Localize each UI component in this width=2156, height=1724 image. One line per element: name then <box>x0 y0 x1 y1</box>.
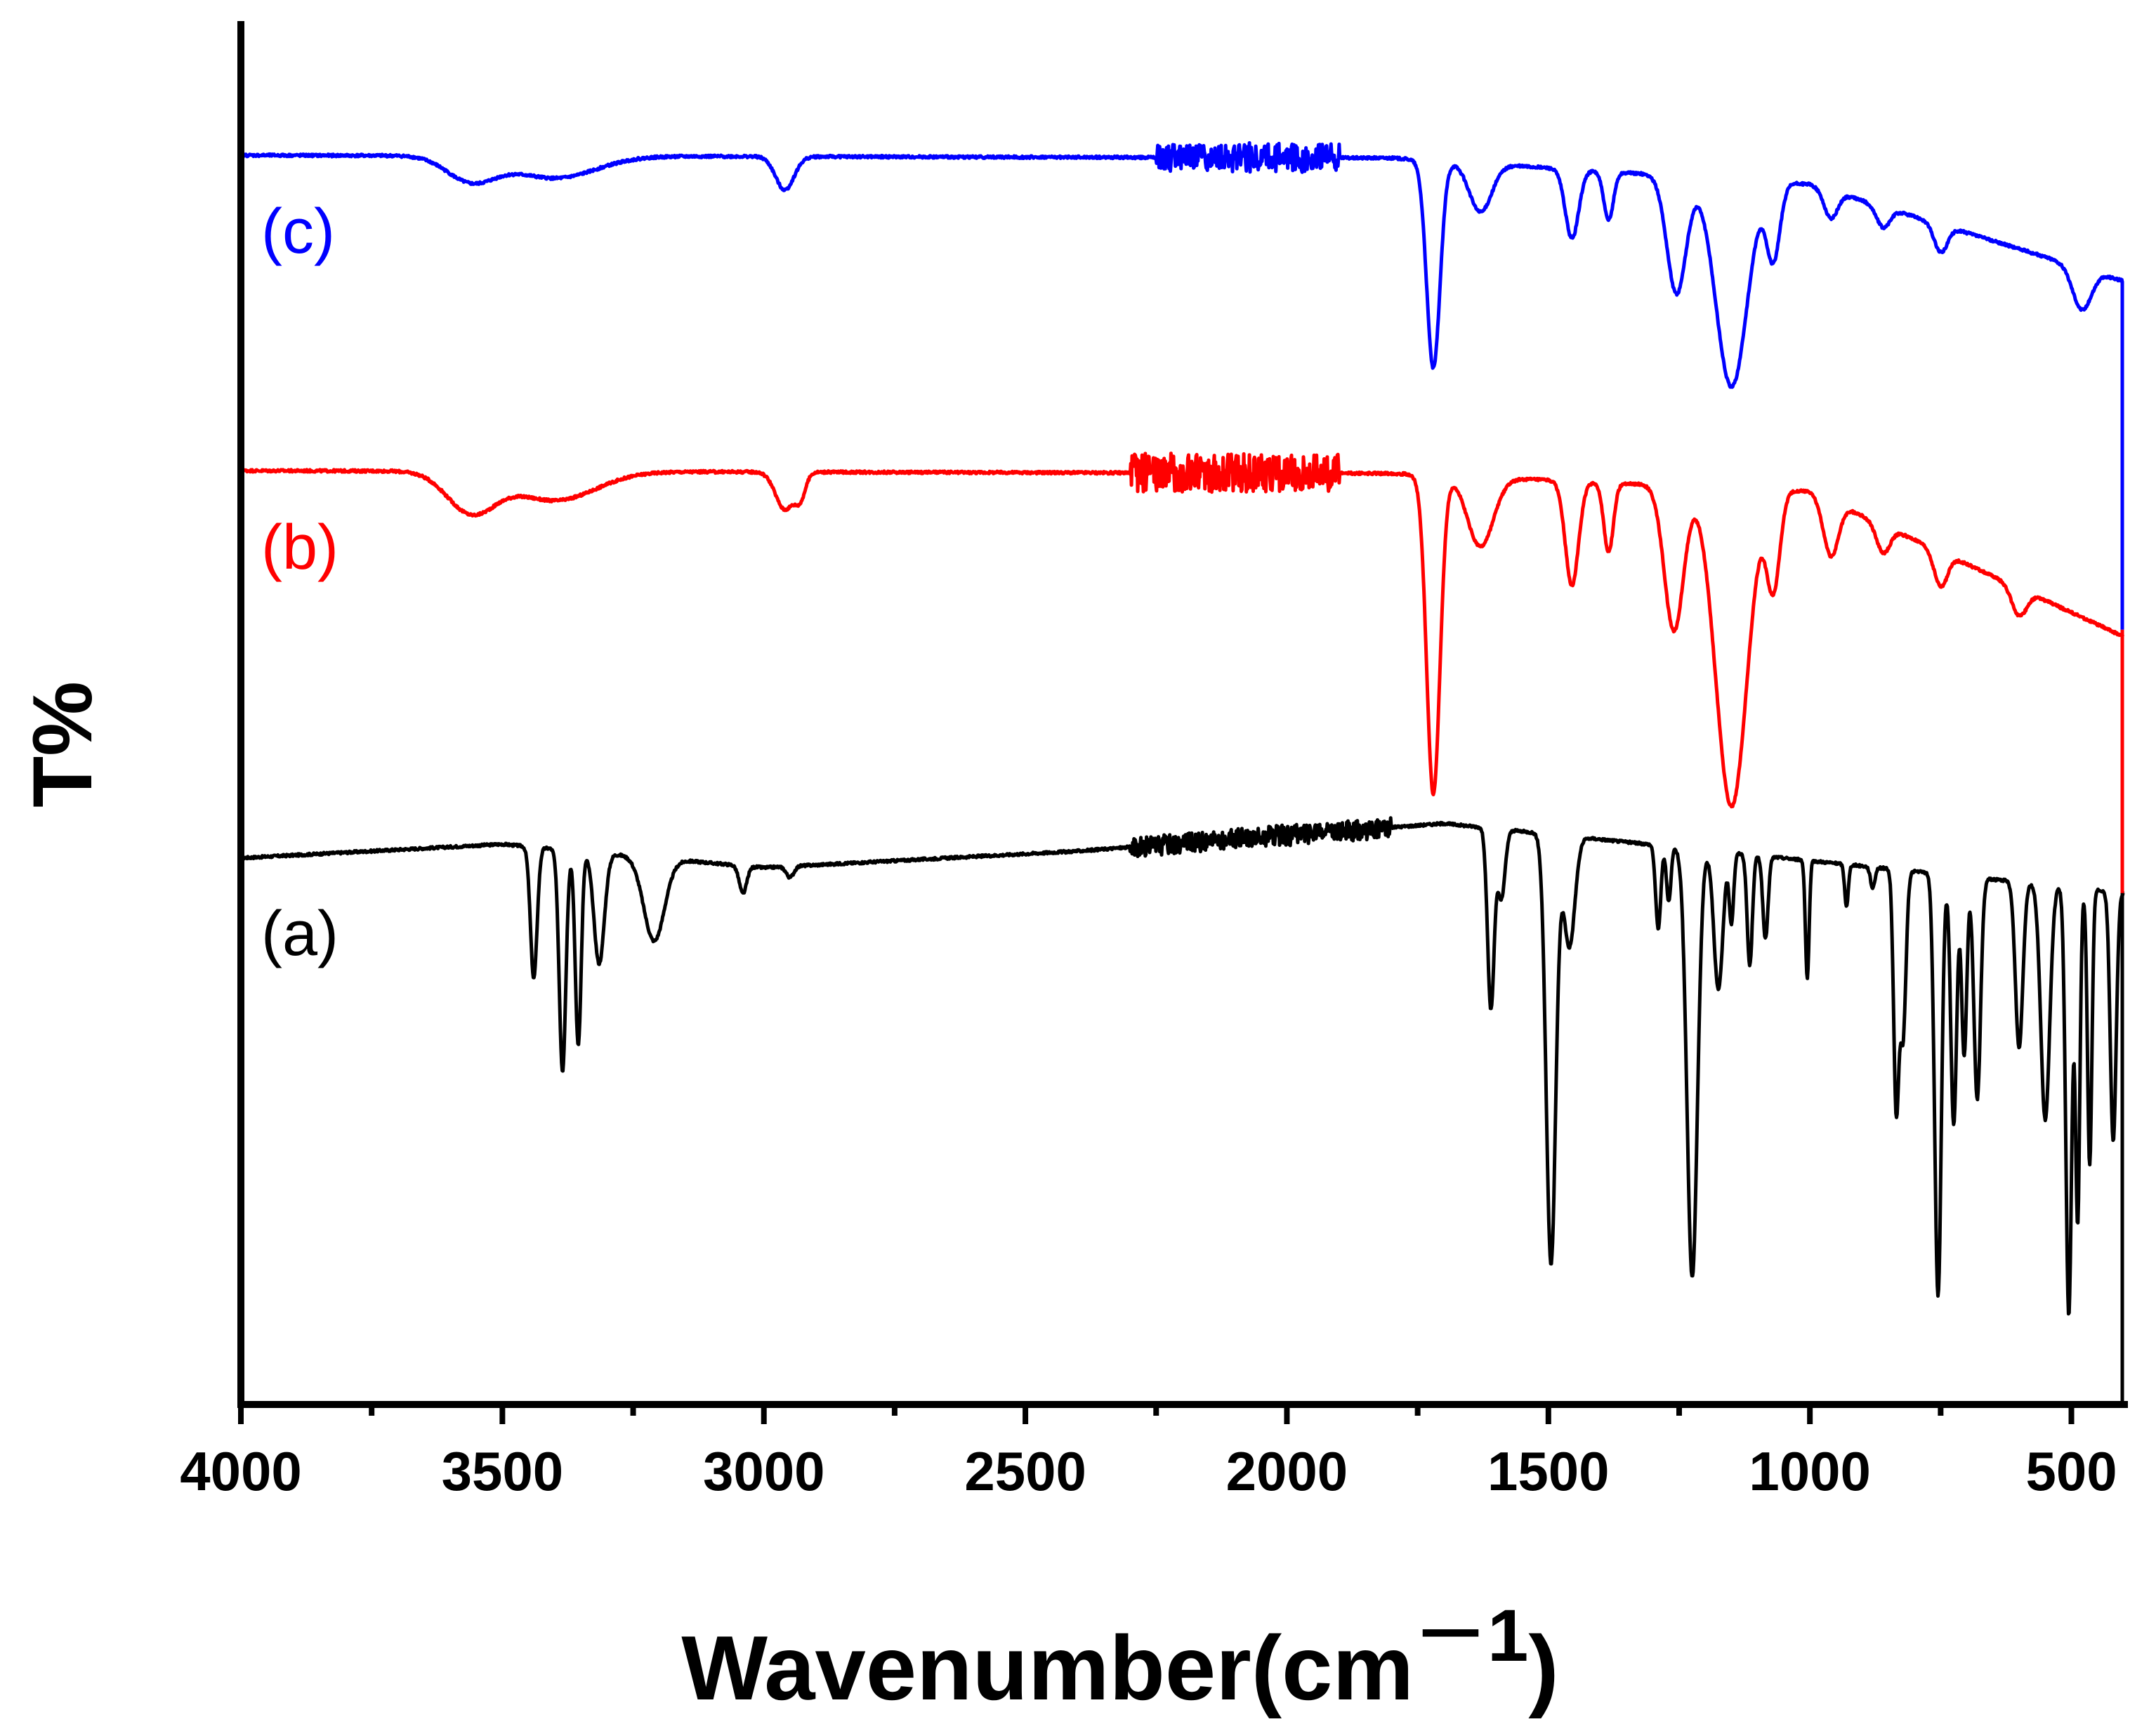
x-axis-title-main: Wavenumber(cm <box>681 1617 1414 1719</box>
x-axis-title-superscript: －1 <box>1414 1595 1528 1677</box>
x-axis-title: Wavenumber(cm－1) <box>681 1595 1558 1719</box>
x-tick-label: 3000 <box>703 1440 825 1502</box>
x-tick-label: 1000 <box>1749 1440 1871 1502</box>
x-tick-label: 3500 <box>442 1440 564 1502</box>
x-tick-label: 4000 <box>180 1440 302 1502</box>
series-line-b <box>239 452 2125 809</box>
series-label-b: (b) <box>261 513 338 583</box>
x-axis-title-close: ) <box>1528 1617 1558 1719</box>
series-layer <box>239 141 2125 1404</box>
x-tick-label: 2000 <box>1226 1440 1348 1502</box>
x-ticks: 4000 3500 3000 2500 2000 1500 1000 500 <box>180 1404 2117 1502</box>
series-labels: (a) (b) (c) <box>261 197 338 969</box>
series-label-c: (c) <box>261 197 335 267</box>
y-axis-title: T% <box>15 681 110 808</box>
x-tick-label: 1500 <box>1487 1440 1610 1502</box>
series-line-a <box>239 816 2125 1316</box>
x-tick-label: 500 <box>2025 1440 2117 1502</box>
axes-layer <box>237 21 2128 1408</box>
x-tick-label: 2500 <box>964 1440 1086 1502</box>
series-line-c <box>239 141 2125 389</box>
series-label-a: (a) <box>261 899 338 969</box>
